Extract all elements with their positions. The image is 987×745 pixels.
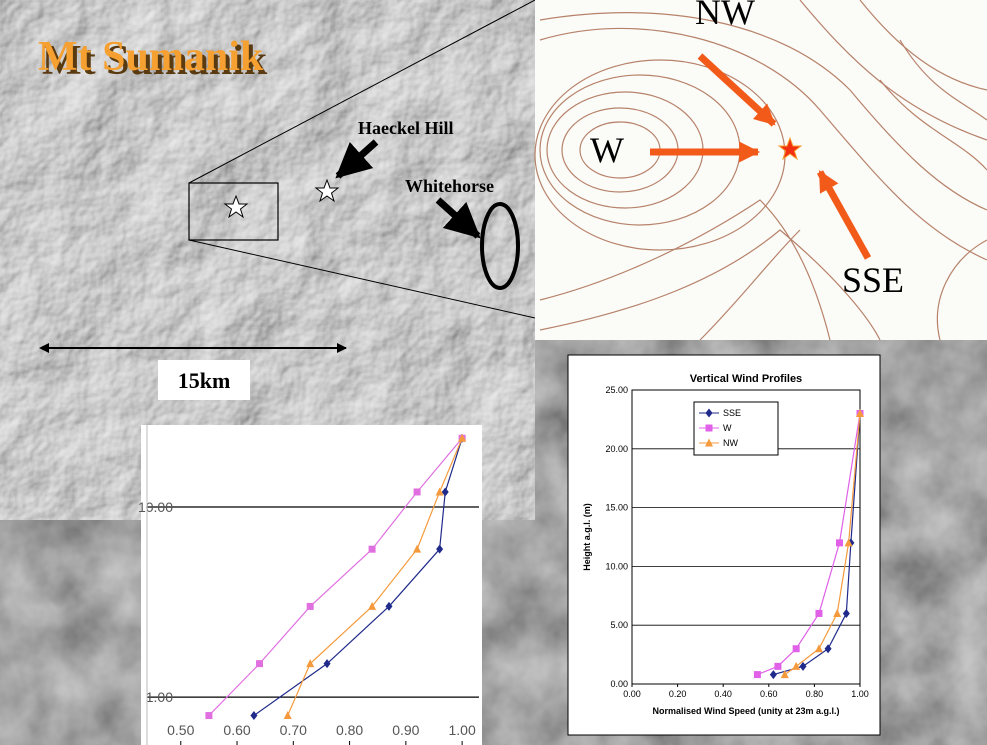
contour-map: NW W SSE xyxy=(535,0,987,340)
x-tick-label: 0.20 xyxy=(669,689,687,699)
marker xyxy=(205,712,212,719)
y-tick-label: 10.00 xyxy=(138,499,173,515)
direction-label: SSE xyxy=(842,260,904,300)
y-axis-label: Height a.g.l. (m) xyxy=(582,503,592,571)
direction-label: W xyxy=(590,130,624,170)
x-tick-label: 0.70 xyxy=(280,722,307,738)
marker xyxy=(706,425,713,432)
marker xyxy=(369,546,376,553)
x-tick-label: 1.00 xyxy=(851,689,869,699)
map-title: Mt Sumanik xyxy=(38,34,264,80)
x-tick-label: 0.90 xyxy=(392,722,419,738)
direction-label: NW xyxy=(695,0,755,32)
x-axis-label: Normalised Wind Speed (unity at 23m a.g.… xyxy=(653,706,840,716)
x-tick-label: 0.50 xyxy=(167,722,194,738)
y-tick-label: 1.00 xyxy=(146,689,173,705)
map-label: Haeckel Hill xyxy=(358,118,453,138)
legend-label: NW xyxy=(723,438,738,448)
y-tick-label: 15.00 xyxy=(605,503,628,513)
marker xyxy=(307,603,314,610)
x-tick-label: 0.60 xyxy=(760,689,778,699)
y-tick-label: 0.00 xyxy=(610,679,628,689)
page: Mt Sumanik Mt Sumanik Haeckel Hill White… xyxy=(0,0,987,745)
marker xyxy=(836,539,843,546)
chart-title: Vertical Wind Profiles xyxy=(690,373,802,385)
legend-label: W xyxy=(723,423,732,433)
contour-background xyxy=(535,0,987,340)
x-tick-label: 0.60 xyxy=(223,722,250,738)
marker xyxy=(815,610,822,617)
x-tick-label: 1.00 xyxy=(448,722,475,738)
marker xyxy=(793,645,800,652)
marker xyxy=(774,663,781,670)
x-tick-label: 0.40 xyxy=(714,689,732,699)
marker xyxy=(256,660,263,667)
x-tick-label: 0.00 xyxy=(623,689,641,699)
scale-label: 15km xyxy=(178,368,231,393)
y-tick-label: 20.00 xyxy=(605,444,628,454)
map-label: Whitehorse xyxy=(405,176,494,196)
x-tick-label: 0.80 xyxy=(336,722,363,738)
marker xyxy=(414,488,421,495)
x-tick-label: 0.80 xyxy=(806,689,824,699)
legend-label: SSE xyxy=(723,408,741,418)
marker xyxy=(754,671,761,678)
y-tick-label: 10.00 xyxy=(605,561,628,571)
y-tick-label: 25.00 xyxy=(605,385,628,395)
y-tick-label: 5.00 xyxy=(610,620,628,630)
slide: Mt Sumanik Mt Sumanik Haeckel Hill White… xyxy=(0,0,987,745)
